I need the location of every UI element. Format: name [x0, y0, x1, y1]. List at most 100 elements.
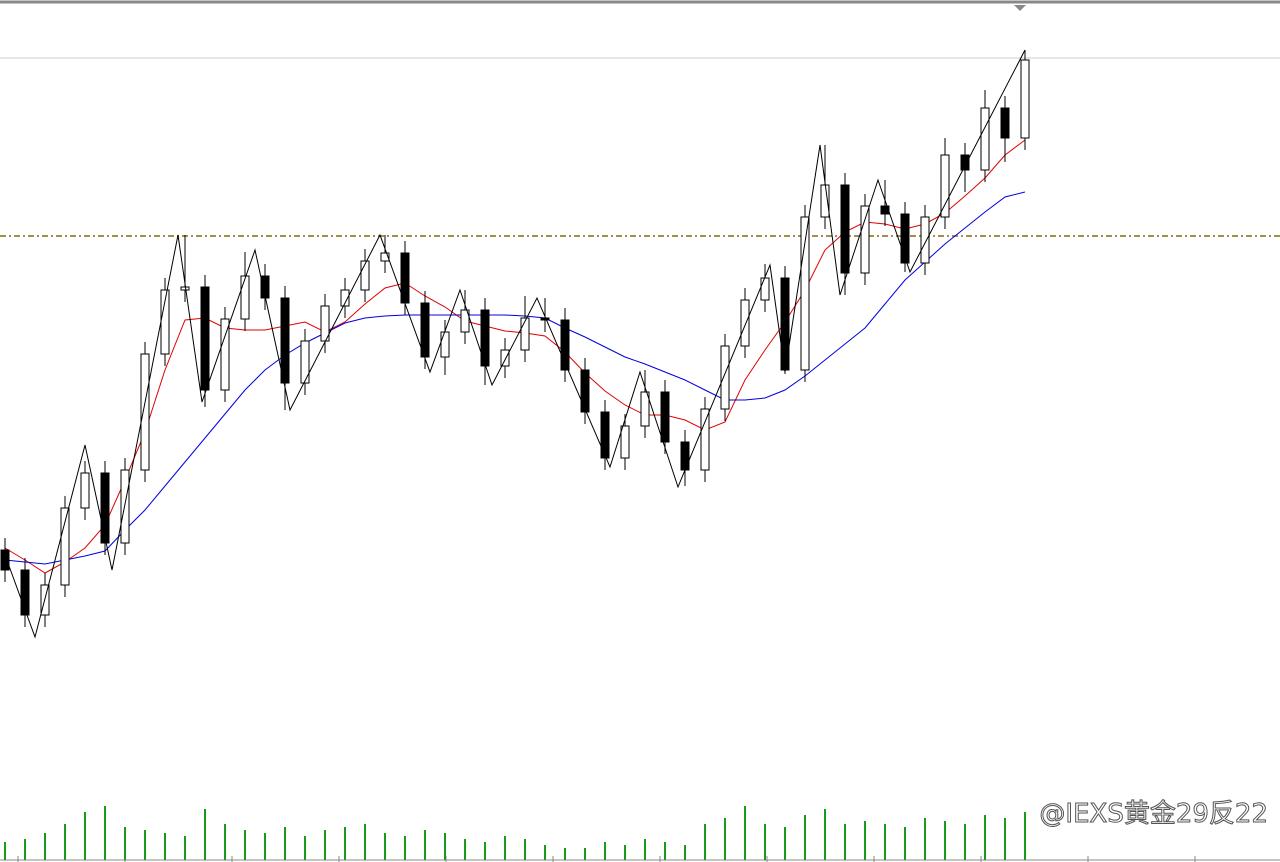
candle: [360, 249, 370, 302]
candle: [500, 338, 510, 378]
candle: [880, 180, 890, 226]
candle: [1020, 50, 1030, 150]
volume-bar: [4, 842, 6, 860]
candle-body: [500, 349, 510, 367]
candle: [280, 286, 290, 410]
candle-body: [640, 391, 650, 427]
volume-bar: [144, 830, 146, 860]
watermark: @IEXS黄金29反22: [1039, 799, 1268, 829]
volume-bar: [844, 824, 846, 860]
candle: [1000, 96, 1010, 162]
candle: [140, 342, 150, 482]
volume-bar: [24, 839, 26, 860]
volume-bar: [984, 815, 986, 860]
candle: [80, 461, 90, 520]
candle: [180, 235, 190, 302]
volume-bar: [504, 836, 506, 860]
volume-bar: [624, 845, 626, 860]
volume-bar: [404, 836, 406, 860]
candle: [860, 194, 870, 285]
candle: [740, 288, 750, 358]
volume-bar: [424, 830, 426, 860]
volume-bar: [584, 848, 586, 860]
candle-body: [540, 317, 550, 321]
candle-body: [420, 302, 430, 358]
candle: [800, 205, 810, 382]
volume-bar: [1004, 818, 1006, 860]
volume-bar: [204, 809, 206, 860]
candle: [640, 370, 650, 438]
candle: [900, 202, 910, 272]
candle-body: [80, 472, 90, 509]
candle-body: [200, 286, 210, 391]
candle: [60, 496, 70, 597]
volume-bar: [764, 824, 766, 860]
candle-body: [620, 425, 630, 459]
volume-bar: [864, 821, 866, 860]
candle-body: [0, 549, 10, 571]
candle-body: [900, 213, 910, 264]
candle-body: [600, 411, 610, 459]
candle-body: [180, 286, 190, 291]
zigzag-layer: [4, 49, 1026, 639]
candle: [560, 308, 570, 382]
volume-bar: [924, 818, 926, 860]
candle-body: [680, 441, 690, 471]
candle-body: [940, 154, 950, 218]
volume-bar: [124, 827, 126, 860]
scroll-marker: [1014, 5, 1026, 11]
volume-bar: [64, 824, 66, 860]
candle-body: [240, 275, 250, 320]
candle-body: [700, 408, 710, 471]
volume-bar: [544, 845, 546, 860]
volume-bar: [804, 815, 806, 860]
candle: [960, 143, 970, 192]
candle-body: [100, 472, 110, 544]
volume-bar: [944, 821, 946, 860]
candle-body: [960, 154, 970, 171]
candle-body: [580, 369, 590, 413]
candle: [920, 205, 930, 275]
candle: [340, 278, 350, 318]
candle-body: [880, 205, 890, 215]
candle-body: [480, 309, 490, 367]
volume-bar: [84, 812, 86, 860]
candle-body: [840, 184, 850, 274]
candle: [160, 278, 170, 366]
candle: [580, 358, 590, 424]
candle: [940, 138, 950, 229]
volume-bar: [884, 824, 886, 860]
volume-bar: [1024, 812, 1026, 860]
candle-body: [520, 317, 530, 351]
moving-average: [4, 191, 1026, 565]
candle-body: [340, 289, 350, 307]
volume-bar: [384, 833, 386, 860]
candle: [520, 296, 530, 362]
candle: [20, 558, 30, 627]
candle: [840, 173, 850, 295]
candle-body: [980, 107, 990, 171]
candle: [320, 294, 330, 353]
volume-bar: [684, 845, 686, 860]
candle: [220, 307, 230, 402]
volume-bar: [44, 833, 46, 860]
moving-average: [4, 139, 1026, 574]
volume-bar: [324, 830, 326, 860]
candle: [700, 397, 710, 482]
volume-bar: [164, 833, 166, 860]
candle-body: [20, 569, 30, 616]
volume-bar: [464, 839, 466, 860]
candle-body: [740, 299, 750, 347]
candle-body: [800, 216, 810, 371]
volume-bar: [444, 833, 446, 860]
candle: [600, 400, 610, 470]
candle: [780, 266, 790, 374]
volume-bar: [484, 842, 486, 860]
volume-layer: [4, 806, 1026, 860]
candle: [480, 298, 490, 385]
candle-body: [60, 507, 70, 586]
candle-body: [280, 297, 290, 384]
candle-body: [720, 345, 730, 410]
volume-bar: [604, 842, 606, 860]
volume-bar: [364, 824, 366, 860]
